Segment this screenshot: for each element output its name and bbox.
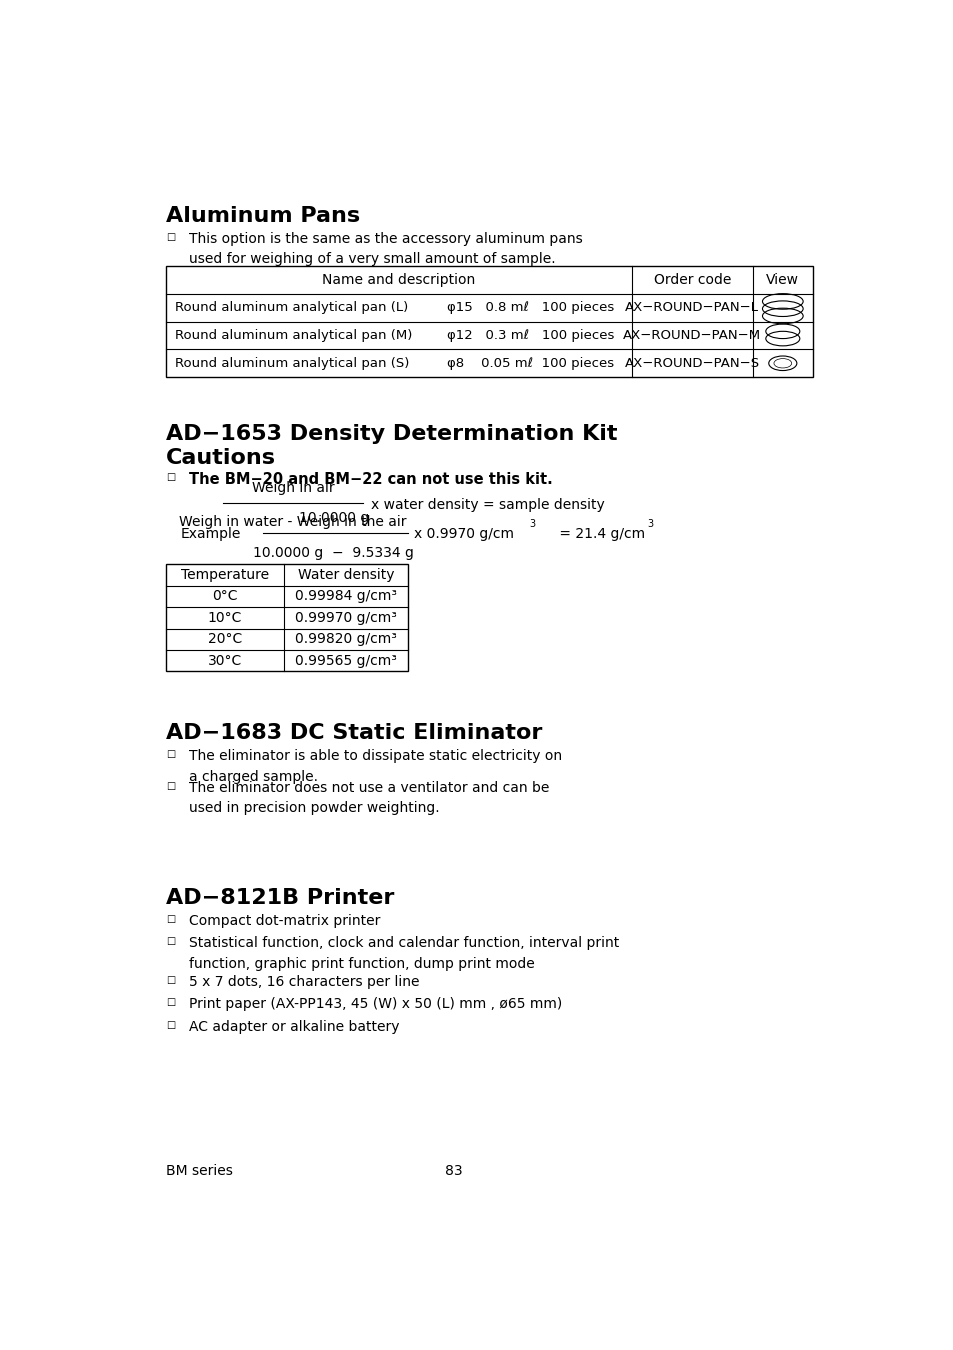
Text: Name and description: Name and description [322, 273, 475, 286]
Text: 10.0000 g  −  9.5334 g: 10.0000 g − 9.5334 g [253, 545, 414, 560]
Text: □: □ [166, 1019, 175, 1030]
Text: AX−ROUND−PAN−L: AX−ROUND−PAN−L [624, 301, 759, 315]
Text: φ15   0.8 mℓ   100 pieces: φ15 0.8 mℓ 100 pieces [446, 301, 614, 315]
Text: □: □ [166, 232, 175, 242]
Bar [166, 266, 812, 377]
Text: 0°C: 0°C [212, 590, 237, 603]
Text: φ12   0.3 mℓ   100 pieces: φ12 0.3 mℓ 100 pieces [446, 329, 614, 342]
Text: □: □ [166, 975, 175, 985]
Text: Compact dot-matrix printer: Compact dot-matrix printer [190, 914, 380, 927]
Text: Aluminum Pans: Aluminum Pans [166, 205, 359, 225]
Text: The eliminator does not use a ventilator and can be: The eliminator does not use a ventilator… [190, 780, 549, 795]
Text: 0.99565 g/cm³: 0.99565 g/cm³ [294, 653, 396, 668]
Text: Round aluminum analytical pan (S): Round aluminum analytical pan (S) [174, 356, 409, 370]
Text: Cautions: Cautions [166, 448, 275, 468]
Text: 83: 83 [444, 1164, 461, 1177]
Text: 3: 3 [529, 518, 536, 529]
Text: Order code: Order code [653, 273, 730, 286]
Text: = 21.4 g/cm: = 21.4 g/cm [554, 526, 644, 541]
Text: 10.0000 g: 10.0000 g [298, 510, 369, 525]
Text: AD−1683 DC Static Eliminator: AD−1683 DC Static Eliminator [166, 724, 541, 744]
Text: 3: 3 [646, 518, 653, 529]
Text: Temperature: Temperature [181, 568, 269, 582]
Text: AD−8121B Printer: AD−8121B Printer [166, 887, 394, 907]
Text: x water density = sample density: x water density = sample density [370, 498, 604, 512]
Text: Statistical function, clock and calendar function, interval print: Statistical function, clock and calendar… [190, 937, 619, 950]
Text: Print paper (AX-PP143, 45 (W) x 50 (L) mm , ø65 mm): Print paper (AX-PP143, 45 (W) x 50 (L) m… [190, 996, 562, 1011]
Text: □: □ [166, 471, 175, 482]
Text: □: □ [166, 996, 175, 1007]
Text: AD−1653 Density Determination Kit: AD−1653 Density Determination Kit [166, 424, 617, 444]
Text: Water density: Water density [297, 568, 394, 582]
Text: The BM−20 and BM−22 can not use this kit.: The BM−20 and BM−22 can not use this kit… [190, 471, 553, 487]
Text: 0.99984 g/cm³: 0.99984 g/cm³ [294, 590, 396, 603]
Text: function, graphic print function, dump print mode: function, graphic print function, dump p… [190, 957, 535, 971]
Text: □: □ [166, 780, 175, 791]
Text: Example: Example [180, 526, 241, 541]
Text: □: □ [166, 749, 175, 759]
Bar [166, 564, 407, 671]
Text: 5 x 7 dots, 16 characters per line: 5 x 7 dots, 16 characters per line [190, 975, 419, 990]
Text: Round aluminum analytical pan (M): Round aluminum analytical pan (M) [174, 329, 412, 342]
Text: □: □ [166, 914, 175, 923]
Text: □: □ [166, 937, 175, 946]
Text: φ8    0.05 mℓ  100 pieces: φ8 0.05 mℓ 100 pieces [446, 356, 614, 370]
Text: 0.99820 g/cm³: 0.99820 g/cm³ [294, 632, 396, 647]
Text: x 0.9970 g/cm: x 0.9970 g/cm [413, 526, 513, 541]
Text: View: View [765, 273, 799, 286]
Text: used in precision powder weighting.: used in precision powder weighting. [190, 802, 439, 815]
Text: 0.99970 g/cm³: 0.99970 g/cm³ [294, 610, 396, 625]
Text: 10°C: 10°C [208, 610, 242, 625]
Text: The eliminator is able to dissipate static electricity on: The eliminator is able to dissipate stat… [190, 749, 562, 763]
Text: 30°C: 30°C [208, 653, 242, 668]
Text: Weigh in air: Weigh in air [252, 481, 334, 494]
Text: Round aluminum analytical pan (L): Round aluminum analytical pan (L) [174, 301, 408, 315]
Text: This option is the same as the accessory aluminum pans: This option is the same as the accessory… [190, 232, 582, 246]
Text: AX−ROUND−PAN−S: AX−ROUND−PAN−S [624, 356, 759, 370]
Text: Weigh in water - Weigh in the air: Weigh in water - Weigh in the air [179, 516, 406, 529]
Text: AC adapter or alkaline battery: AC adapter or alkaline battery [190, 1019, 399, 1034]
Text: a charged sample.: a charged sample. [190, 769, 318, 784]
Text: 20°C: 20°C [208, 632, 242, 647]
Text: AX−ROUND−PAN−M: AX−ROUND−PAN−M [622, 329, 760, 342]
Text: BM series: BM series [166, 1164, 233, 1177]
Text: used for weighing of a very small amount of sample.: used for weighing of a very small amount… [190, 252, 556, 266]
